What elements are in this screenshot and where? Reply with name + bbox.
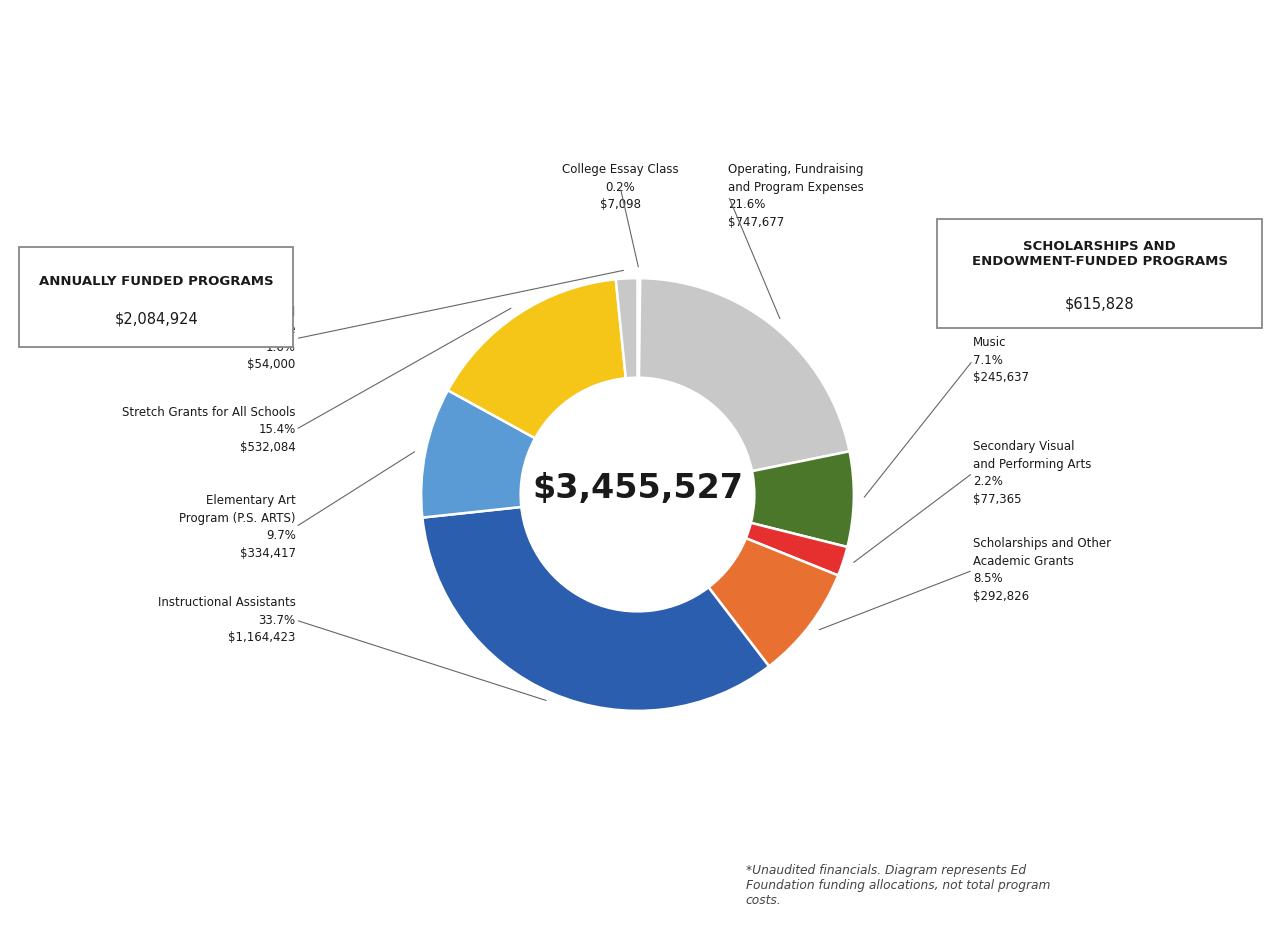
Text: $2,084,924: $2,084,924 — [115, 312, 198, 326]
Text: Scholarships and Other
Academic Grants
8.5%
$292,826: Scholarships and Other Academic Grants 8… — [973, 537, 1111, 603]
Text: Instructional Assistants
33.7%
$1,164,423: Instructional Assistants 33.7% $1,164,42… — [158, 596, 296, 644]
FancyBboxPatch shape — [937, 219, 1262, 328]
Wedge shape — [746, 523, 848, 575]
Text: $615,828: $615,828 — [1065, 297, 1135, 312]
Circle shape — [520, 378, 755, 611]
Wedge shape — [448, 280, 626, 438]
Text: Elementary Art
Program (P.S. ARTS)
9.7%
$334,417: Elementary Art Program (P.S. ARTS) 9.7% … — [180, 495, 296, 560]
Text: SCHOLARSHIPS AND
ENDOWMENT-FUNDED PROGRAMS: SCHOLARSHIPS AND ENDOWMENT-FUNDED PROGRA… — [972, 240, 1228, 268]
FancyBboxPatch shape — [19, 247, 293, 347]
Wedge shape — [616, 278, 638, 378]
Text: Stretch Grants for All Schools
15.4%
$532,084: Stretch Grants for All Schools 15.4% $53… — [122, 406, 296, 454]
Text: $3,455,527: $3,455,527 — [532, 472, 743, 505]
Text: College Essay Class
0.2%
$7,098: College Essay Class 0.2% $7,098 — [562, 164, 678, 211]
Wedge shape — [751, 452, 854, 547]
Wedge shape — [421, 390, 536, 517]
Text: Music
7.1%
$245,637: Music 7.1% $245,637 — [973, 337, 1029, 384]
Text: Secondary Visual
and Performing Arts
2.2%
$77,365: Secondary Visual and Performing Arts 2.2… — [973, 440, 1091, 506]
Wedge shape — [709, 538, 838, 667]
Text: ANNUALLY FUNDED PROGRAMS: ANNUALLY FUNDED PROGRAMS — [38, 275, 274, 288]
Wedge shape — [639, 279, 849, 471]
Wedge shape — [638, 278, 640, 378]
Text: *Unaudited financials. Diagram represents Ed
Foundation funding allocations, not: *Unaudited financials. Diagram represent… — [746, 864, 1051, 906]
Wedge shape — [422, 507, 769, 711]
Text: Financial Overview: Financial Overview — [18, 32, 581, 84]
Text: 5th Grade Jazz Musical
Theater Dance
1.6%
$54,000: 5th Grade Jazz Musical Theater Dance 1.6… — [162, 306, 296, 372]
Text: 2022-2023 Allocated Funds: 2022-2023 Allocated Funds — [18, 64, 265, 82]
Text: Operating, Fundraising
and Program Expenses
21.6%
$747,677: Operating, Fundraising and Program Expen… — [728, 164, 864, 228]
